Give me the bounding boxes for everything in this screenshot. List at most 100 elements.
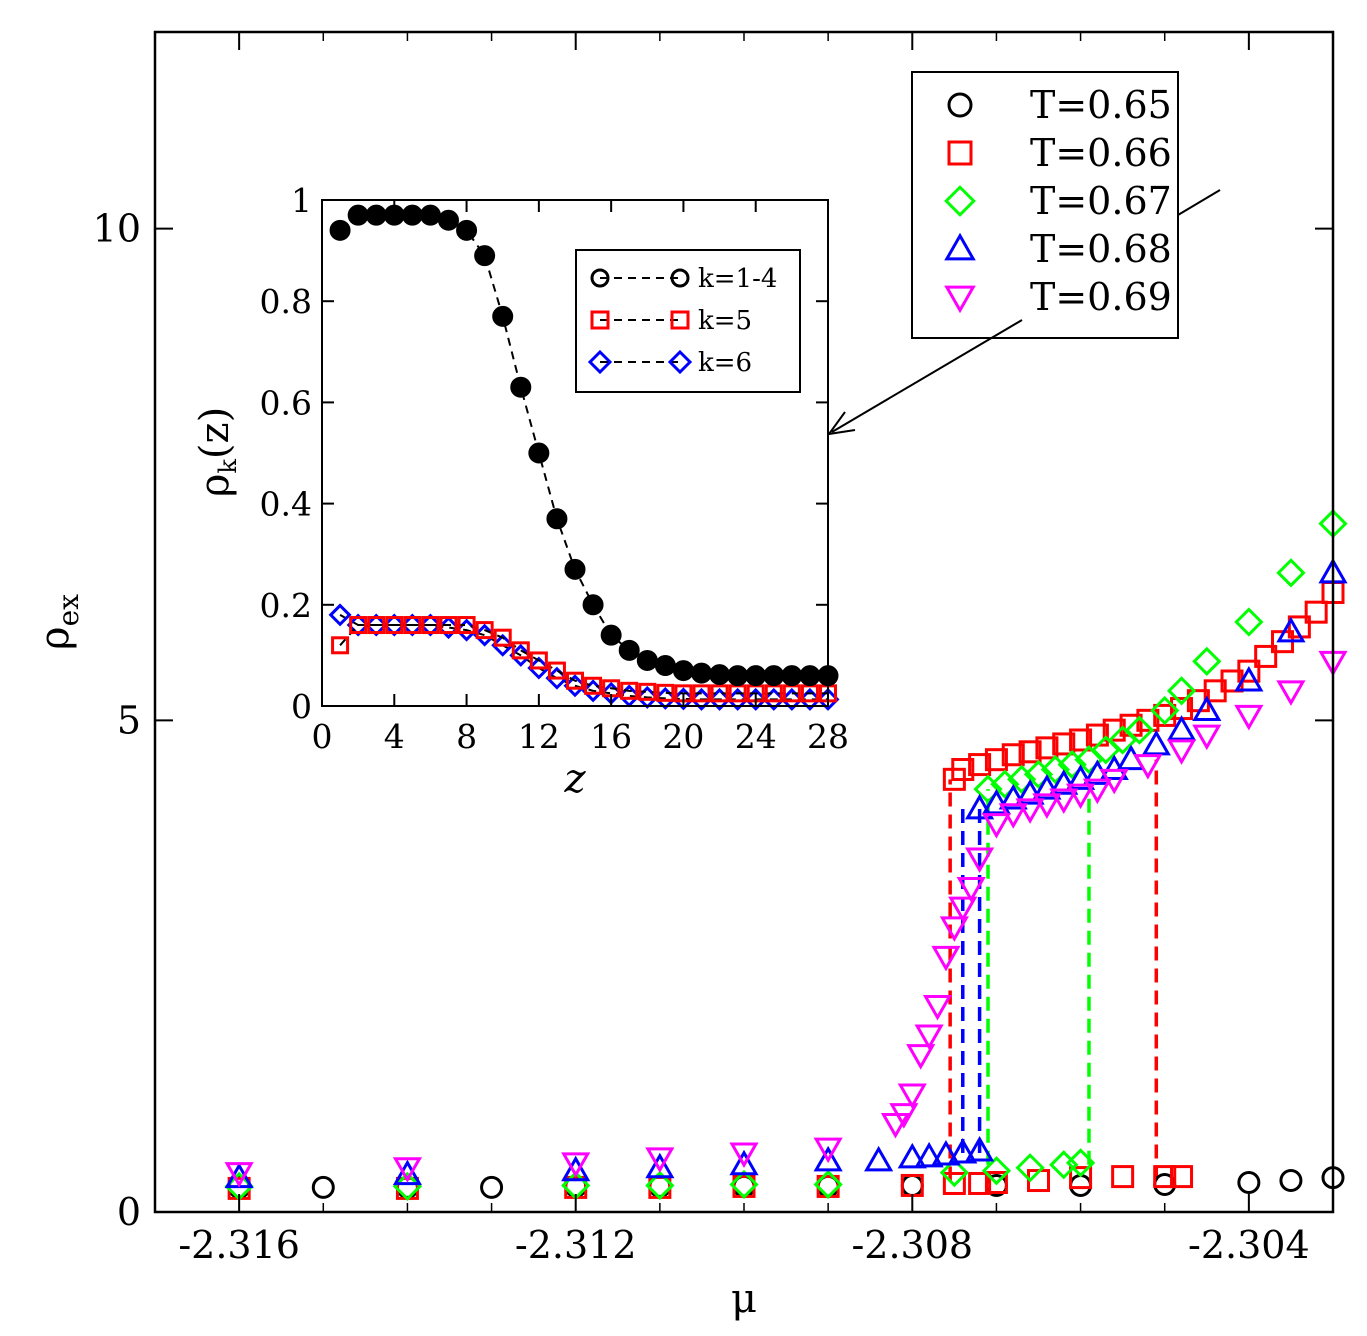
- data-point: [889, 1103, 919, 1129]
- transition-line-group: [948, 759, 1159, 1181]
- inset-data-point: [620, 681, 639, 700]
- inset-data-point: [328, 603, 352, 627]
- inset-data-point: [691, 662, 712, 684]
- data-point: [981, 813, 1012, 839]
- legend-label: T=0.67: [1030, 179, 1172, 223]
- data-point: [914, 1024, 944, 1051]
- data-point: [561, 1152, 591, 1178]
- inset-data-point: [367, 616, 386, 635]
- inset-data-point: [529, 651, 548, 670]
- data-point: [965, 847, 995, 874]
- inset-data-point: [419, 204, 441, 226]
- data-point: [1133, 754, 1163, 780]
- main-x-axis-title: μ: [731, 1276, 757, 1322]
- data-point: [1035, 736, 1059, 760]
- data-point: [906, 1044, 936, 1070]
- legend-label: T=0.65: [1030, 83, 1172, 127]
- inset-x-axis-title: z: [563, 756, 586, 802]
- inset-data-point: [510, 376, 532, 398]
- inset-data-point: [511, 641, 530, 660]
- data-point: [1052, 732, 1076, 756]
- inset-legend-label: k=6: [698, 348, 752, 378]
- data-point: [1018, 740, 1042, 764]
- inset-data-point: [403, 616, 422, 635]
- legend-marker: [947, 140, 973, 166]
- transition-line-group: [986, 784, 1091, 1165]
- data-point: [897, 1083, 927, 1110]
- inset-data-point: [618, 639, 640, 661]
- data-point: [998, 803, 1028, 829]
- inset-data-point: [456, 219, 478, 241]
- data-point: [729, 1149, 759, 1176]
- inset-data-point: [799, 665, 821, 687]
- data-point: [1237, 1171, 1261, 1194]
- data-point: [1234, 704, 1264, 731]
- data-point: [990, 769, 1020, 799]
- data-point: [880, 1113, 911, 1139]
- data-point: [1007, 764, 1037, 794]
- inset-data-point: [638, 682, 657, 701]
- data-point: [1192, 646, 1222, 676]
- legend-label: T=0.69: [1030, 275, 1172, 319]
- data-point: [1276, 680, 1306, 706]
- inset-data-point: [331, 636, 350, 655]
- transition-line-group: [961, 808, 982, 1153]
- inset-legend-item: k=1-4: [590, 264, 777, 294]
- inset-x-tick-label: 24: [735, 717, 777, 756]
- inset-data: [328, 204, 840, 711]
- data-point: [1023, 759, 1054, 790]
- data-point: [392, 1159, 423, 1186]
- data-point: [965, 1136, 995, 1162]
- inset-y-tick-label: 0.2: [260, 586, 312, 625]
- data-point: [931, 1139, 961, 1166]
- inset-data-point: [564, 558, 586, 580]
- legend-marker: [944, 185, 976, 217]
- inset-legend-marker-left: [587, 349, 613, 375]
- data-point: [1279, 1169, 1303, 1193]
- main-y-tick-label: 0: [117, 1190, 141, 1234]
- data-point: [645, 1152, 675, 1179]
- data-point: [392, 1157, 423, 1183]
- inset-legend-marker-right: [670, 268, 690, 288]
- inset-data-point: [385, 616, 404, 635]
- inset-data-point: [763, 665, 785, 687]
- data-point: [1166, 715, 1197, 741]
- data-point: [1141, 729, 1171, 756]
- main-data: [224, 509, 1348, 1202]
- data-point: [813, 1145, 843, 1172]
- data-point: [984, 748, 1008, 772]
- data-point: [956, 877, 986, 903]
- series-T=0.68: [224, 557, 1348, 1189]
- data-point: [942, 1171, 966, 1195]
- inset-data-point: [528, 442, 550, 464]
- legend-item: T=0.68: [944, 227, 1172, 271]
- data-point: [968, 1171, 992, 1195]
- data-point: [1015, 798, 1045, 824]
- data-point: [1124, 715, 1155, 745]
- data-point: [984, 1171, 1008, 1194]
- legend-item: T=0.67: [944, 179, 1172, 223]
- data-point: [1254, 644, 1278, 668]
- inset-data-point: [584, 676, 603, 695]
- inset-x-tick-label: 16: [590, 717, 632, 756]
- inset-data-point: [475, 621, 494, 640]
- inset-x-tick-label: 28: [807, 717, 849, 756]
- inset-data-point: [365, 204, 387, 226]
- data-point: [224, 1162, 254, 1188]
- data-point: [1065, 764, 1096, 790]
- data-point: [973, 774, 1003, 804]
- main-y-tick-label: 10: [93, 207, 141, 251]
- data-point: [729, 1169, 759, 1200]
- data-point: [1069, 1166, 1093, 1190]
- inset-data-point: [781, 665, 803, 687]
- inset-series-line: [339, 624, 828, 695]
- inset-data-point: [438, 209, 459, 231]
- inset-data-point: [745, 665, 767, 687]
- data-point: [561, 1155, 591, 1182]
- inset-legend-item: k=5: [590, 306, 752, 336]
- inset-y-tick-label: 0.4: [260, 485, 312, 524]
- data-point: [1015, 1153, 1045, 1183]
- data-point: [1065, 1148, 1096, 1178]
- data-point: [897, 1142, 927, 1169]
